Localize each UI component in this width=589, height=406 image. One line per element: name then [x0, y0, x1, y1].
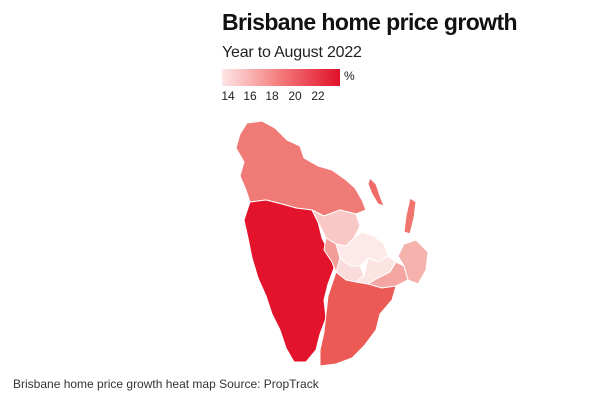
map-region [319, 271, 397, 367]
map-title: Brisbane home price growth [222, 9, 518, 35]
legend-tick: 14 [221, 89, 235, 103]
legend-color-bar [222, 69, 340, 86]
legend-tick: 22 [311, 89, 325, 103]
legend-tick: 20 [288, 89, 302, 103]
legend-unit: % [344, 69, 355, 83]
legend-tick: 16 [243, 89, 257, 103]
figure-caption: Brisbane home price growth heat map Sour… [13, 377, 319, 391]
map-subtitle: Year to August 2022 [222, 44, 362, 61]
map-region [397, 239, 429, 285]
map-region [367, 177, 385, 207]
map-region [403, 197, 417, 235]
legend-tick: 18 [265, 89, 279, 103]
